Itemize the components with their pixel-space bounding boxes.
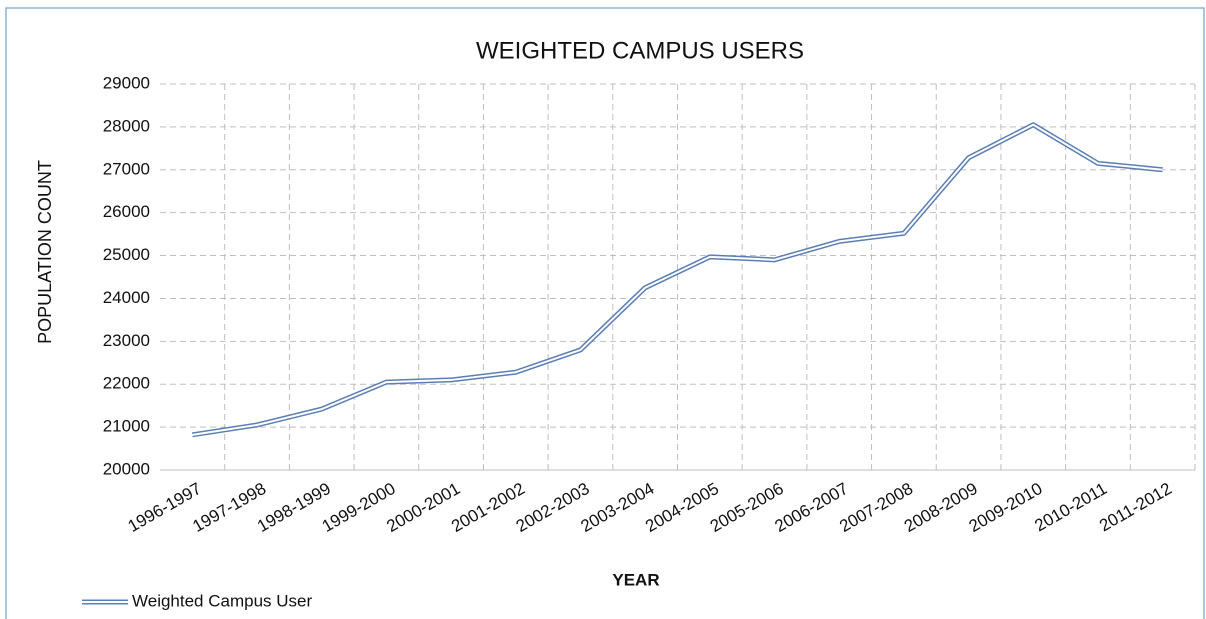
y-tick-label: 21000: [103, 417, 150, 436]
y-axis-title: POPULATION COUNT: [35, 160, 55, 344]
y-tick-label: 26000: [103, 202, 150, 221]
y-tick-label: 20000: [103, 459, 150, 478]
x-axis-title: YEAR: [612, 570, 659, 589]
legend-label: Weighted Campus User: [132, 591, 312, 610]
y-tick-label: 24000: [103, 288, 150, 307]
y-tick-label: 25000: [103, 245, 150, 264]
y-tick-label: 28000: [103, 116, 150, 135]
y-tick-label: 29000: [103, 73, 150, 92]
y-tick-label: 27000: [103, 159, 150, 178]
chart-title: WEIGHTED CAMPUS USERS: [476, 37, 804, 64]
y-tick-label: 23000: [103, 331, 150, 350]
y-tick-label: 22000: [103, 374, 150, 393]
series-line-inner: [192, 123, 1163, 436]
chart-border: [5, 7, 1205, 619]
